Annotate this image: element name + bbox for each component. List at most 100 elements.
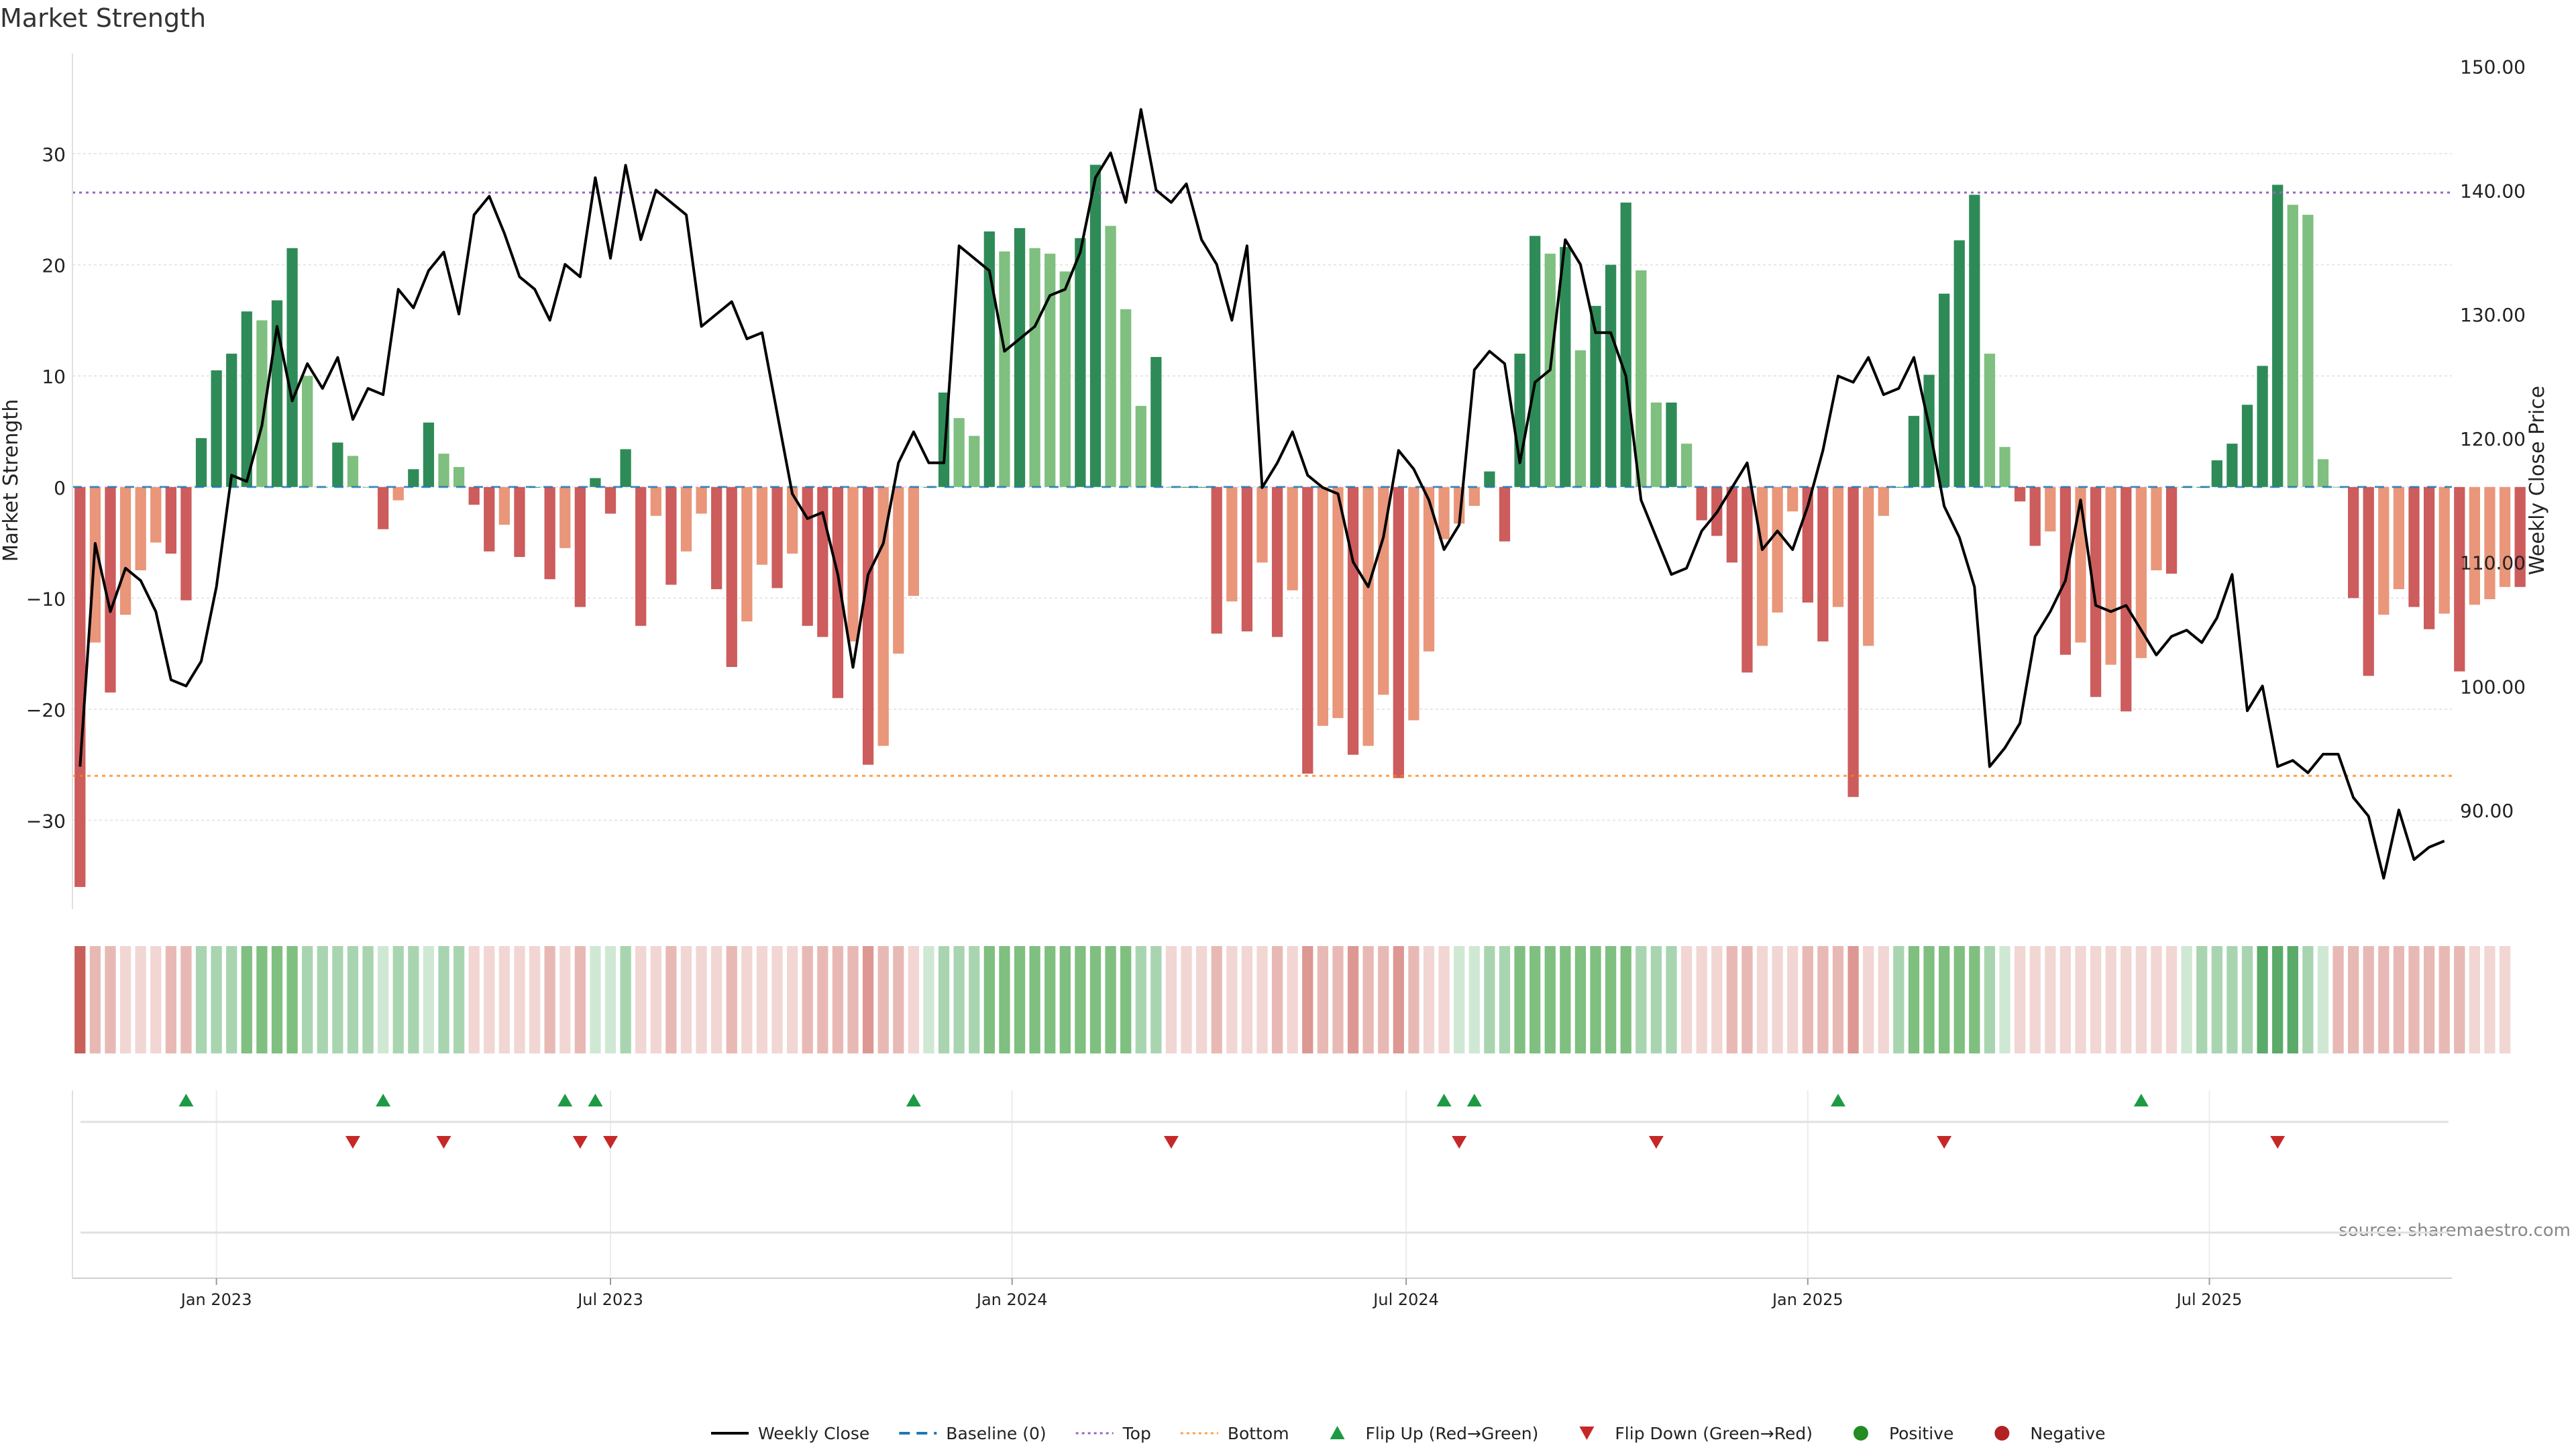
- strength-bar: [2332, 486, 2344, 488]
- strength-bar: [1150, 357, 1162, 487]
- x-axis-ticks: Jan 2023 Jul 2023 Jan 2024 Jul 2024 Jan 2025…: [72, 1278, 2452, 1309]
- regime-cell: [2454, 946, 2465, 1053]
- strength-bar: [2469, 486, 2481, 605]
- regime-cell: [1105, 946, 1116, 1053]
- regime-cell: [2484, 946, 2496, 1053]
- regime-cell: [302, 946, 313, 1053]
- strength-bar: [2438, 486, 2450, 614]
- flip-down-marker: [1937, 1136, 1952, 1149]
- regime-cell: [2287, 946, 2298, 1053]
- regime-cell: [317, 946, 328, 1053]
- strength-bar: [1256, 486, 1268, 563]
- regime-cell: [1923, 946, 1935, 1053]
- regime-cell: [498, 946, 511, 1053]
- strength-bar: [2514, 486, 2526, 587]
- strength-bar: [468, 486, 480, 505]
- regime-cell: [938, 946, 950, 1053]
- strength-bar: [1378, 486, 1389, 695]
- strength-bar: [2348, 486, 2359, 599]
- regime-cell: [1089, 946, 1102, 1053]
- strength-bar: [1195, 486, 1208, 488]
- strength-bar: [1393, 486, 1404, 778]
- flip-up-marker: [588, 1094, 603, 1106]
- strength-bar: [711, 486, 722, 590]
- regime-cell: [2348, 946, 2359, 1053]
- strength-bar: [635, 486, 647, 626]
- regime-cell: [1484, 946, 1495, 1053]
- strength-bar: [1287, 486, 1298, 590]
- regime-cell: [195, 946, 207, 1053]
- strength-bar: [1438, 486, 1450, 539]
- flip-up-marker: [1436, 1094, 1452, 1106]
- regime-cell: [1165, 946, 1177, 1053]
- flip-up-marker: [376, 1094, 391, 1106]
- strength-bar: [1574, 350, 1587, 487]
- regime-cell: [1560, 946, 1571, 1053]
- regime-cell: [1135, 946, 1146, 1053]
- flip-up-marker: [1831, 1094, 1846, 1106]
- legend-item: Positive: [1853, 1424, 1953, 1443]
- strength-bar: [1999, 447, 2010, 487]
- regime-cell: [983, 946, 995, 1053]
- legend-flip-down-swatch: [1579, 1427, 1595, 1440]
- legend-label: Flip Up (Red→Green): [1366, 1424, 1539, 1443]
- regime-cell: [1529, 946, 1541, 1053]
- strength-bar: [1347, 486, 1359, 755]
- legend-label: Negative: [2030, 1424, 2105, 1443]
- regime-cell: [226, 946, 237, 1053]
- regime-cell: [1863, 946, 1874, 1053]
- regime-cell: [756, 946, 768, 1053]
- regime-cell: [1756, 946, 1768, 1053]
- strength-bar: [1226, 486, 1238, 602]
- regime-cell: [1544, 946, 1556, 1053]
- flip-down-marker: [572, 1136, 588, 1149]
- strength-bar: [983, 231, 995, 487]
- strength-bar: [1696, 486, 1707, 521]
- legend-label: Top: [1122, 1424, 1151, 1443]
- regime-cell: [726, 946, 737, 1053]
- strength-bar: [392, 486, 404, 501]
- regime-cell: [1666, 946, 1677, 1053]
- strength-bar: [195, 437, 207, 487]
- strength-bar: [832, 486, 844, 698]
- regime-cell: [1711, 946, 1723, 1053]
- regime-cell: [877, 946, 889, 1053]
- strength-bar: [2408, 486, 2420, 607]
- regime-cell: [1014, 946, 1026, 1053]
- strength-bar: [1590, 305, 1601, 487]
- strength-bar: [2302, 215, 2314, 487]
- regime-cell: [105, 946, 116, 1053]
- strength-bar: [620, 449, 631, 487]
- strength-bar: [817, 486, 828, 637]
- regime-cell: [953, 946, 965, 1053]
- strength-bar: [2257, 366, 2268, 487]
- strength-bar: [362, 486, 374, 488]
- regime-cell: [2393, 946, 2405, 1053]
- regime-cell: [1378, 946, 1389, 1053]
- strength-bar: [1605, 264, 1617, 487]
- strength-bar: [2075, 486, 2086, 643]
- regime-cell: [1302, 946, 1313, 1053]
- regime-cell: [1574, 946, 1587, 1053]
- strength-bar: [286, 248, 298, 487]
- regime-cell: [1650, 946, 1662, 1053]
- y-tick-label: 30: [42, 144, 66, 166]
- strength-bar: [1120, 309, 1132, 487]
- strength-bar: [574, 486, 586, 607]
- strength-bar: [1181, 486, 1192, 488]
- strength-bar: [150, 486, 162, 543]
- regime-cell: [2499, 946, 2511, 1053]
- strength-bar: [119, 486, 131, 615]
- y-axis-label: Market Strength: [0, 399, 23, 562]
- regime-cell: [1893, 946, 1904, 1053]
- regime-cell: [1499, 946, 1511, 1053]
- legend: Weekly Close Baseline (0) Top Bottom Flip Up…: [711, 1424, 2106, 1443]
- regime-cell: [1984, 946, 1996, 1053]
- regime-cell: [150, 946, 162, 1053]
- close-line-layer: [78, 108, 2445, 880]
- regime-cell: [1878, 946, 1889, 1053]
- regime-cell: [1999, 946, 2010, 1053]
- y2-axis-label: Weekly Close Price: [2526, 386, 2549, 575]
- strength-bar: [771, 486, 783, 588]
